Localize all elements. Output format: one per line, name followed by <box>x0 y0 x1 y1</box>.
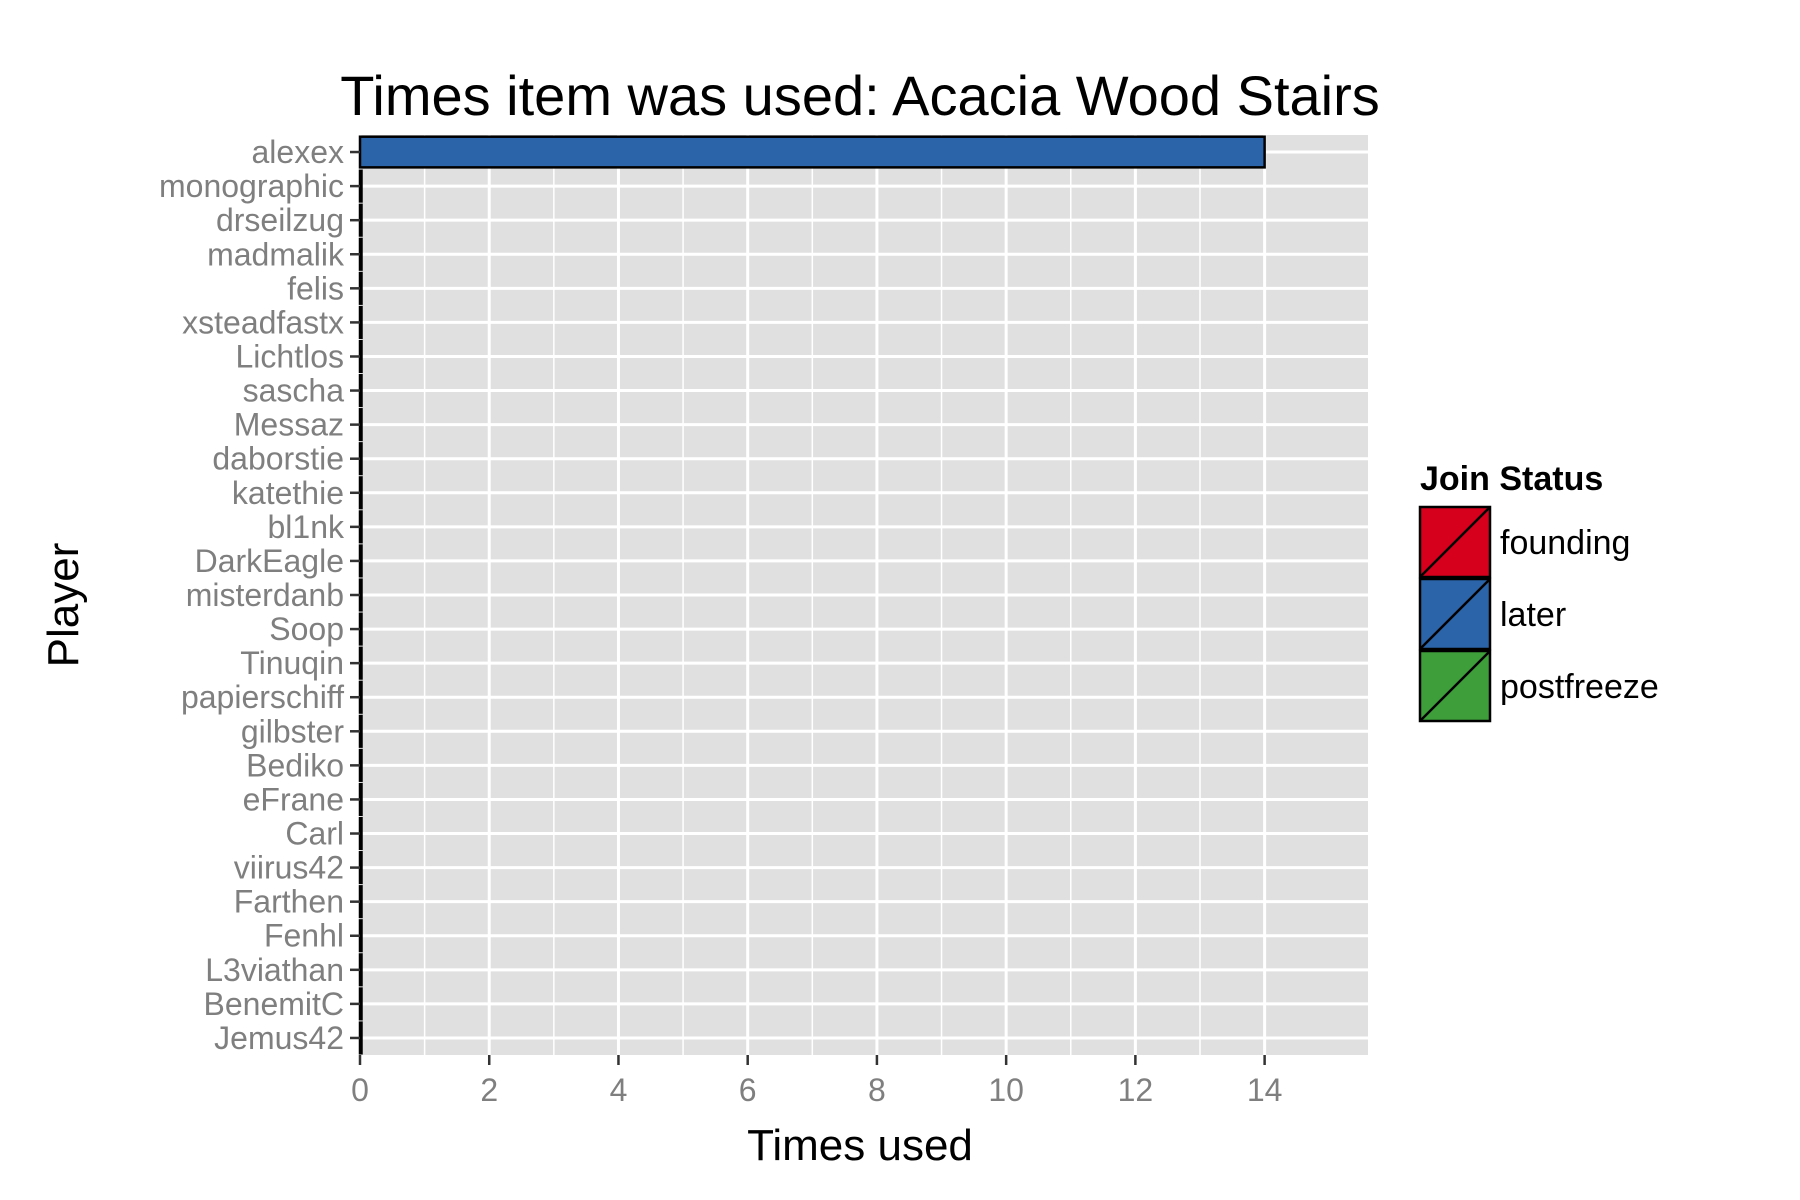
bar <box>358 169 363 203</box>
x-tick-label: 14 <box>1247 1072 1283 1108</box>
legend-label: founding <box>1500 524 1630 562</box>
bar <box>358 680 363 714</box>
y-axis-title: Player <box>39 543 88 668</box>
x-axis: 0 2 4 6 8 10 12 14 <box>351 1055 1282 1108</box>
legend-key-diagonal <box>1419 578 1491 650</box>
bar <box>358 885 363 919</box>
y-tick-label: papierschiff <box>181 679 344 715</box>
x-tick-label: 8 <box>868 1072 886 1108</box>
y-tick-label: katethie <box>232 475 344 511</box>
bar <box>358 442 363 476</box>
legend-key-diagonal <box>1419 506 1491 578</box>
bar <box>358 851 363 885</box>
y-tick-label: eFrane <box>243 781 344 817</box>
y-tick-label: misterdanb <box>186 577 344 613</box>
y-tick-label: DarkEagle <box>195 543 344 579</box>
y-tick-label: viirus42 <box>234 850 344 886</box>
legend-key-diagonal <box>1419 650 1491 722</box>
bar <box>358 135 1266 169</box>
legend-title: Join Status <box>1420 460 1603 498</box>
bar <box>358 987 363 1021</box>
y-tick-label: Lichtlos <box>236 338 345 374</box>
y-tick-label: Messaz <box>234 407 344 443</box>
y-tick-label: Bediko <box>246 747 344 783</box>
x-tick-label: 4 <box>610 1072 628 1108</box>
bar <box>358 782 363 817</box>
y-tick-label: felis <box>287 270 344 306</box>
legend-label: later <box>1500 596 1566 634</box>
y-tick-label: xsteadfastx <box>182 304 344 340</box>
y-tick-label: sascha <box>243 373 345 409</box>
chart-title: Times item was used: Acacia Wood Stairs <box>340 64 1380 127</box>
x-tick-label: 12 <box>1118 1072 1154 1108</box>
y-tick-label: Soop <box>269 611 344 647</box>
y-tick-label: L3viathan <box>205 952 344 988</box>
bar <box>358 373 363 408</box>
y-tick-label: Carl <box>285 816 344 852</box>
bar <box>358 510 363 544</box>
bar <box>358 612 363 646</box>
legend: Join Status founding later postfreeze <box>1418 460 1659 723</box>
y-tick-label: BenemitC <box>204 986 345 1022</box>
bar <box>358 646 363 680</box>
grid-lines <box>358 135 1368 1055</box>
y-tick-label: gilbster <box>241 713 345 749</box>
bar <box>358 1021 363 1055</box>
y-tick-label: Jemus42 <box>214 1020 344 1056</box>
bar <box>358 305 363 339</box>
bar <box>358 919 363 953</box>
x-axis-title: Times used <box>747 1121 973 1170</box>
bar <box>358 408 363 442</box>
bar <box>358 237 363 271</box>
bar <box>358 339 363 374</box>
bar <box>358 816 363 851</box>
x-tick-label: 6 <box>739 1072 757 1108</box>
bar <box>358 203 363 237</box>
bar <box>358 476 363 510</box>
x-tick-label: 2 <box>480 1072 498 1108</box>
bar <box>358 953 363 987</box>
y-tick-label: alexex <box>252 134 345 170</box>
y-axis: alexexmonographicdrseilzugmadmalikfelisx… <box>159 134 360 1056</box>
bar <box>358 271 363 305</box>
bar <box>358 544 363 578</box>
y-tick-label: monographic <box>159 168 344 204</box>
y-tick-label: daborstie <box>212 441 344 477</box>
bar <box>358 748 363 782</box>
y-tick-label: drseilzug <box>216 202 344 238</box>
y-tick-label: bl1nk <box>268 509 346 545</box>
y-tick-label: Fenhl <box>264 918 344 954</box>
x-tick-label: 0 <box>351 1072 369 1108</box>
bars <box>358 135 1266 1055</box>
y-tick-label: Farthen <box>234 884 344 920</box>
legend-label: postfreeze <box>1500 668 1659 706</box>
bar <box>358 578 363 612</box>
y-tick-label: madmalik <box>207 236 345 272</box>
y-tick-label: Tinuqin <box>240 645 344 681</box>
x-tick-label: 10 <box>988 1072 1024 1108</box>
bar <box>358 714 363 748</box>
